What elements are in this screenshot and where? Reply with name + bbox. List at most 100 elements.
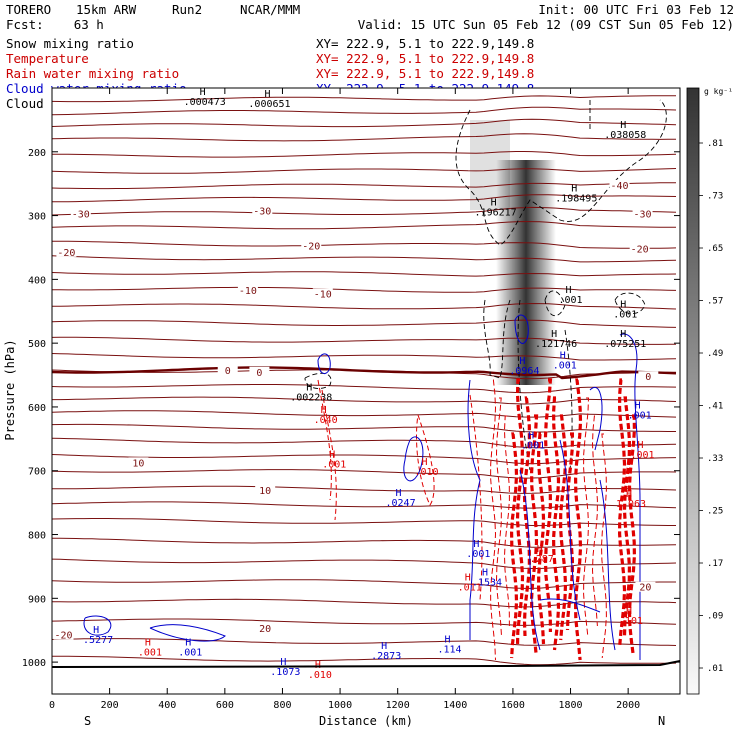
label-backdrop xyxy=(638,371,659,382)
isotherm xyxy=(51,255,677,263)
isotherm xyxy=(52,485,677,494)
colorbar-tick-label: .01 xyxy=(707,664,723,674)
max-marker-h: H xyxy=(145,638,151,649)
isotherm xyxy=(51,194,677,203)
isotherm-label: -30 xyxy=(634,210,652,221)
cloud-water-contours xyxy=(83,314,641,660)
max-marker-h: H xyxy=(519,356,525,367)
rain-contours xyxy=(317,378,637,661)
max-marker-h: H xyxy=(329,450,335,461)
north-end-label: N xyxy=(658,714,665,728)
max-marker-h: H xyxy=(620,329,626,340)
terrain-surface-line xyxy=(51,660,681,668)
y-tick-label: 400 xyxy=(28,275,46,286)
isotherm xyxy=(52,655,677,666)
plot-frame xyxy=(51,87,681,695)
cloud-water-contour xyxy=(403,436,424,482)
field-name: Rain water mixing ratio xyxy=(6,66,179,81)
isotherm xyxy=(52,396,677,405)
ice-snow-contour xyxy=(483,299,511,379)
isotherm xyxy=(51,95,676,103)
cloud-water-contour xyxy=(589,387,603,451)
isotherm-label: -20 xyxy=(57,248,75,259)
max-value-label: .198495 xyxy=(555,194,597,205)
max-marker-h: H xyxy=(491,198,497,209)
forecast-hour: Fcst: 63 h xyxy=(6,17,104,32)
label-backdrop xyxy=(70,208,91,219)
y-tick-label: 300 xyxy=(28,212,46,223)
max-value-label: .001 xyxy=(558,295,582,306)
label-backdrop xyxy=(53,629,74,640)
ice-snow-contour xyxy=(544,290,566,317)
max-value-label: .5277 xyxy=(83,635,113,646)
y-tick-label: 200 xyxy=(28,148,46,159)
colorbar-tick-label: .41 xyxy=(707,402,723,412)
isotherm xyxy=(51,469,677,479)
rain-contour xyxy=(503,415,510,627)
field-name: Temperature xyxy=(6,51,89,66)
ice-snow-contour xyxy=(614,292,646,314)
isotherm-label: 20 xyxy=(259,624,271,635)
x-tick-label: 1200 xyxy=(386,700,410,711)
rain-contour xyxy=(558,414,568,641)
max-value-label: .001 xyxy=(521,440,545,451)
max-value-label: .001 xyxy=(322,460,346,471)
colorbar-ramp xyxy=(686,87,700,695)
colorbar-unit: g kg⁻¹ xyxy=(704,87,733,96)
max-value-label: .001 xyxy=(553,361,577,372)
isotherm xyxy=(51,286,677,293)
rain-contour xyxy=(591,415,598,627)
cloud-water-contour xyxy=(599,479,616,651)
field-xy: XY= 222.9, 5.1 to 222.9,149.8 xyxy=(316,51,534,66)
label-backdrop xyxy=(252,205,273,216)
isotherm xyxy=(51,182,677,190)
max-value-label: .196217 xyxy=(475,208,517,219)
isotherm xyxy=(51,518,676,527)
rain-contour xyxy=(622,396,632,637)
rain-contour xyxy=(416,414,435,507)
max-value-label: .011 xyxy=(458,583,482,594)
x-tick-label: 1800 xyxy=(558,700,582,711)
isotherm xyxy=(52,598,677,608)
rain-contour xyxy=(522,396,532,637)
max-marker-h: H xyxy=(396,488,402,499)
isotherm xyxy=(51,618,677,626)
isotherm xyxy=(51,220,676,230)
isotherm xyxy=(51,353,677,361)
max-marker-h: H xyxy=(620,300,626,311)
isotherm-label: -30 xyxy=(253,206,271,217)
rain-contour xyxy=(583,397,590,637)
isotherm-label: -20 xyxy=(302,241,320,252)
isotherm xyxy=(51,410,677,418)
x-tick-label: 200 xyxy=(101,700,119,711)
label-backdrop xyxy=(609,179,630,190)
x-tick-label: 1600 xyxy=(501,700,525,711)
x-axis-label: Distance (km) xyxy=(319,714,413,728)
isotherm xyxy=(52,240,677,249)
label-backdrop xyxy=(56,246,77,257)
max-value-label: .001 xyxy=(613,310,637,321)
max-value-label: .001 xyxy=(466,549,490,560)
plot-background xyxy=(52,88,680,694)
x-tick-label: 1400 xyxy=(443,700,467,711)
isotherm xyxy=(51,319,677,328)
isotherm xyxy=(51,384,677,394)
x-tick-label: 800 xyxy=(273,700,291,711)
max-marker-h: H xyxy=(473,539,479,550)
label-backdrop xyxy=(237,285,258,296)
y-tick-label: 500 xyxy=(28,339,46,350)
rain-contour xyxy=(543,378,553,633)
isotherm xyxy=(51,133,676,142)
rain-contour xyxy=(321,389,337,521)
cloud-water-contour xyxy=(317,353,331,375)
max-value-label: .010 xyxy=(308,670,332,681)
max-marker-h: H xyxy=(620,120,626,131)
isotherm-label: -40 xyxy=(610,181,628,192)
colorbar-tick-label: .17 xyxy=(707,559,723,569)
rain-contour xyxy=(573,378,583,661)
field-xy: XY= 222.9, 5.1 to 222.9,149.8 xyxy=(316,36,534,51)
rain-contour xyxy=(565,432,575,631)
max-value-label: .001 xyxy=(631,450,655,461)
